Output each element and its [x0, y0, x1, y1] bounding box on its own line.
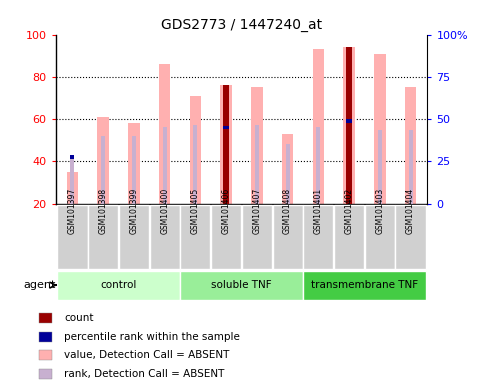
Text: GSM101404: GSM101404: [406, 187, 415, 234]
Bar: [39, 332, 52, 342]
Bar: [255, 125, 259, 204]
Text: GSM101405: GSM101405: [191, 187, 200, 234]
Text: GSM101398: GSM101398: [99, 188, 108, 234]
Bar: [57, 205, 87, 270]
Text: GSM101407: GSM101407: [253, 187, 261, 234]
Bar: [220, 85, 232, 204]
Text: GSM101397: GSM101397: [68, 187, 77, 234]
Text: GSM101400: GSM101400: [160, 187, 169, 234]
Bar: [272, 205, 303, 270]
Bar: [180, 271, 303, 300]
Bar: [67, 172, 78, 204]
Bar: [251, 88, 263, 204]
Text: GSM101406: GSM101406: [222, 187, 230, 234]
Bar: [223, 85, 229, 204]
Bar: [101, 136, 105, 204]
Bar: [313, 50, 324, 204]
Bar: [211, 205, 241, 270]
Bar: [150, 205, 180, 270]
Text: GSM101399: GSM101399: [129, 187, 139, 234]
Bar: [163, 127, 167, 204]
Bar: [98, 117, 109, 204]
Text: control: control: [100, 280, 137, 290]
Bar: [316, 127, 320, 204]
Bar: [374, 53, 385, 204]
Bar: [405, 88, 416, 204]
Bar: [378, 130, 382, 204]
Text: count: count: [64, 313, 94, 323]
Bar: [39, 369, 52, 379]
Bar: [189, 96, 201, 204]
Bar: [303, 205, 333, 270]
Bar: [223, 126, 229, 129]
Bar: [346, 119, 352, 123]
Text: soluble TNF: soluble TNF: [211, 280, 272, 290]
Bar: [119, 205, 149, 270]
Bar: [285, 144, 290, 204]
Text: GSM101402: GSM101402: [344, 188, 354, 234]
Bar: [57, 271, 180, 300]
Text: percentile rank within the sample: percentile rank within the sample: [64, 332, 240, 342]
Bar: [39, 313, 52, 323]
Text: GSM101401: GSM101401: [314, 188, 323, 234]
Text: agent: agent: [24, 280, 56, 290]
Title: GDS2773 / 1447240_at: GDS2773 / 1447240_at: [161, 18, 322, 32]
Text: GSM101403: GSM101403: [375, 187, 384, 234]
Text: GSM101408: GSM101408: [283, 188, 292, 234]
Bar: [71, 157, 74, 204]
Bar: [409, 130, 412, 204]
Bar: [132, 136, 136, 204]
Bar: [180, 205, 211, 270]
Bar: [193, 125, 198, 204]
Bar: [347, 121, 351, 204]
Bar: [242, 205, 272, 270]
Bar: [159, 64, 170, 204]
Bar: [128, 123, 140, 204]
Bar: [365, 205, 395, 270]
Bar: [282, 134, 294, 204]
Text: value, Detection Call = ABSENT: value, Detection Call = ABSENT: [64, 350, 229, 360]
Text: rank, Detection Call = ABSENT: rank, Detection Call = ABSENT: [64, 369, 225, 379]
Bar: [396, 205, 426, 270]
Bar: [88, 205, 118, 270]
Bar: [39, 350, 52, 360]
Bar: [71, 155, 74, 159]
Bar: [334, 205, 364, 270]
Bar: [346, 47, 352, 204]
Bar: [343, 47, 355, 204]
Bar: [303, 271, 426, 300]
Bar: [224, 127, 228, 204]
Text: transmembrane TNF: transmembrane TNF: [311, 280, 418, 290]
